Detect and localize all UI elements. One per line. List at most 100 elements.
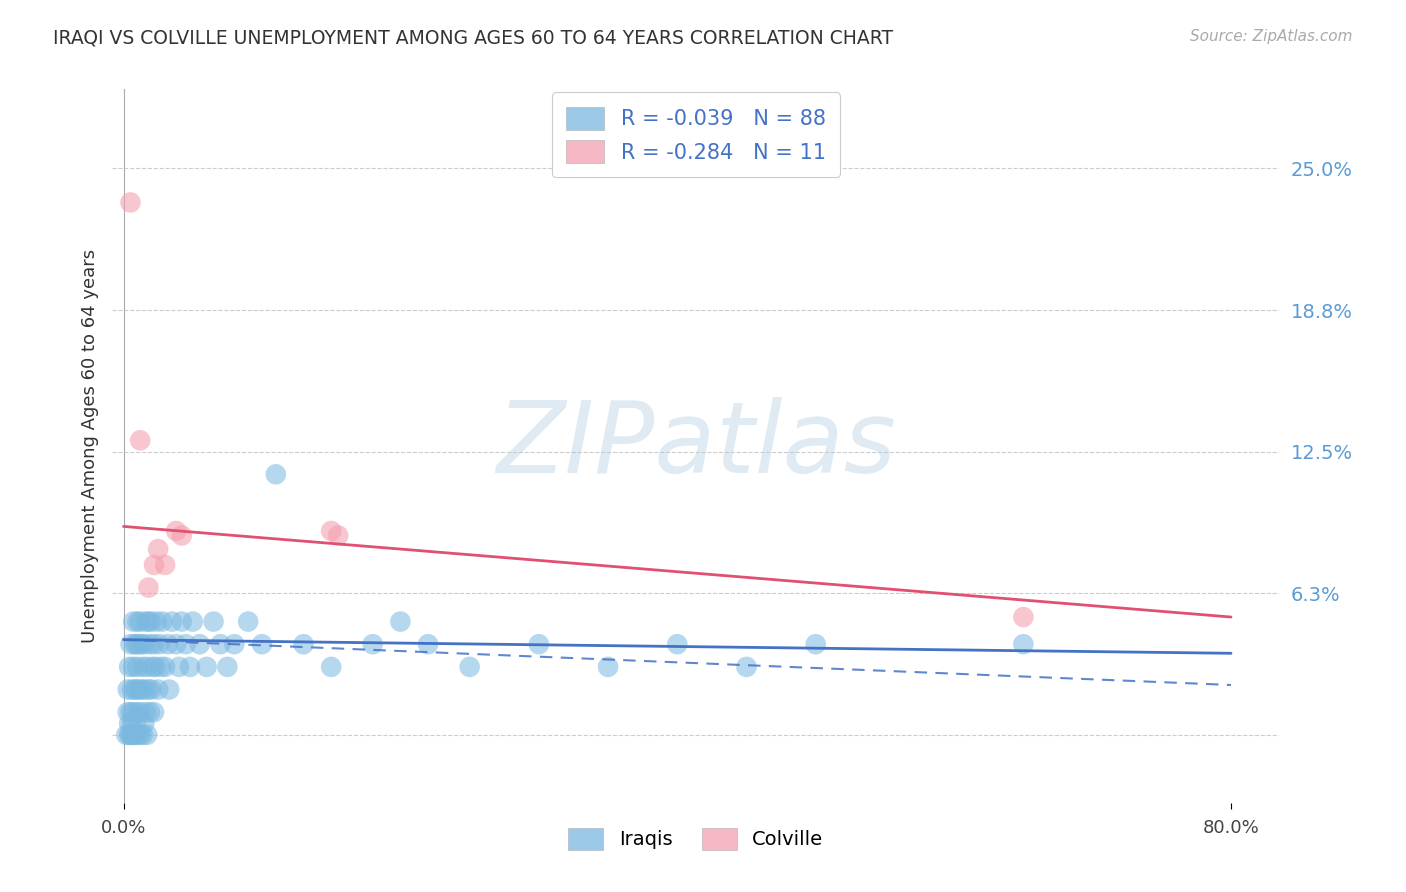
Point [143, 705, 166, 719]
Point [138, 682, 160, 697]
Point [170, 528, 193, 542]
Point [224, 637, 246, 651]
Point [127, 615, 149, 629]
Point [735, 660, 758, 674]
Point [142, 660, 165, 674]
Point [117, 705, 139, 719]
Point [135, 705, 157, 719]
Point [128, 637, 150, 651]
Point [148, 637, 170, 651]
Point [136, 728, 159, 742]
Point [118, 660, 141, 674]
Point [131, 682, 153, 697]
Point [139, 637, 162, 651]
Point [124, 637, 146, 651]
Point [141, 682, 163, 697]
Point [527, 637, 550, 651]
Point [139, 705, 162, 719]
Point [125, 682, 148, 697]
Point [118, 728, 141, 742]
Point [138, 581, 160, 595]
Point [416, 637, 439, 651]
Point [134, 637, 156, 651]
Point [132, 660, 155, 674]
Point [141, 615, 163, 629]
Point [136, 660, 159, 674]
Point [121, 728, 143, 742]
Point [125, 637, 148, 651]
Point [458, 660, 481, 674]
Point [145, 660, 167, 674]
Point [321, 524, 343, 538]
Point [326, 528, 349, 542]
Point [170, 615, 193, 629]
Point [804, 637, 827, 651]
Point [217, 660, 239, 674]
Point [150, 615, 173, 629]
Text: IRAQI VS COLVILLE UNEMPLOYMENT AMONG AGES 60 TO 64 YEARS CORRELATION CHART: IRAQI VS COLVILLE UNEMPLOYMENT AMONG AGE… [53, 29, 894, 47]
Point [120, 705, 142, 719]
Point [195, 660, 218, 674]
Point [181, 615, 204, 629]
Point [118, 716, 141, 731]
Point [165, 637, 187, 651]
Point [153, 660, 176, 674]
Point [121, 716, 143, 731]
Point [120, 728, 142, 742]
Point [1012, 610, 1035, 624]
Legend: Iraqis, Colville: Iraqis, Colville [561, 821, 831, 857]
Text: Source: ZipAtlas.com: Source: ZipAtlas.com [1189, 29, 1353, 44]
Point [389, 615, 412, 629]
Point [202, 615, 225, 629]
Point [264, 467, 287, 482]
Point [115, 728, 138, 742]
Point [122, 728, 145, 742]
Point [149, 660, 172, 674]
Point [156, 637, 179, 651]
Point [127, 660, 149, 674]
Point [174, 637, 197, 651]
Point [188, 637, 211, 651]
Point [129, 728, 152, 742]
Point [153, 558, 176, 572]
Point [131, 637, 153, 651]
Point [134, 716, 156, 731]
Point [138, 615, 160, 629]
Text: ZIPatlas: ZIPatlas [496, 398, 896, 494]
Point [135, 615, 157, 629]
Point [134, 682, 156, 697]
Point [321, 660, 343, 674]
Point [132, 728, 155, 742]
Point [160, 615, 183, 629]
Point [122, 660, 145, 674]
Point [121, 682, 143, 697]
Point [1012, 637, 1035, 651]
Point [666, 637, 689, 651]
Point [122, 615, 145, 629]
Point [292, 637, 315, 651]
Point [122, 705, 145, 719]
Point [129, 705, 152, 719]
Point [146, 542, 169, 557]
Point [124, 682, 146, 697]
Point [127, 728, 149, 742]
Point [143, 637, 166, 651]
Point [124, 728, 146, 742]
Point [143, 558, 166, 572]
Point [596, 660, 619, 674]
Point [209, 637, 232, 651]
Point [120, 637, 142, 651]
Point [128, 682, 150, 697]
Point [179, 660, 201, 674]
Point [125, 716, 148, 731]
Point [120, 195, 142, 210]
Point [250, 637, 273, 651]
Point [361, 637, 384, 651]
Point [146, 682, 169, 697]
Point [167, 660, 190, 674]
Point [165, 524, 187, 538]
Point [127, 705, 149, 719]
Point [129, 434, 152, 448]
Point [157, 682, 180, 697]
Point [117, 682, 139, 697]
